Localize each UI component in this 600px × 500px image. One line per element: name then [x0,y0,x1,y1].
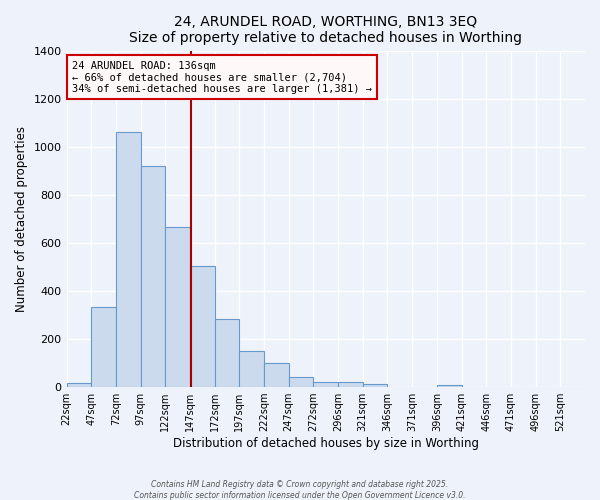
X-axis label: Distribution of detached houses by size in Worthing: Distribution of detached houses by size … [173,437,479,450]
Bar [67,383,91,387]
Bar [165,227,190,387]
Bar [190,266,215,387]
Text: 24 ARUNDEL ROAD: 136sqm
← 66% of detached houses are smaller (2,704)
34% of semi: 24 ARUNDEL ROAD: 136sqm ← 66% of detache… [72,60,372,94]
Title: 24, ARUNDEL ROAD, WORTHING, BN13 3EQ
Size of property relative to detached house: 24, ARUNDEL ROAD, WORTHING, BN13 3EQ Siz… [129,15,522,45]
Bar [289,376,313,387]
Bar [313,382,338,387]
Bar [363,384,388,387]
Bar [264,363,289,387]
Bar [116,132,140,387]
Bar [140,166,165,387]
Bar [437,386,461,387]
Y-axis label: Number of detached properties: Number of detached properties [15,126,28,312]
Bar [338,382,363,387]
Text: Contains HM Land Registry data © Crown copyright and database right 2025.
Contai: Contains HM Land Registry data © Crown c… [134,480,466,500]
Bar [215,318,239,387]
Bar [91,306,116,387]
Bar [239,350,264,387]
